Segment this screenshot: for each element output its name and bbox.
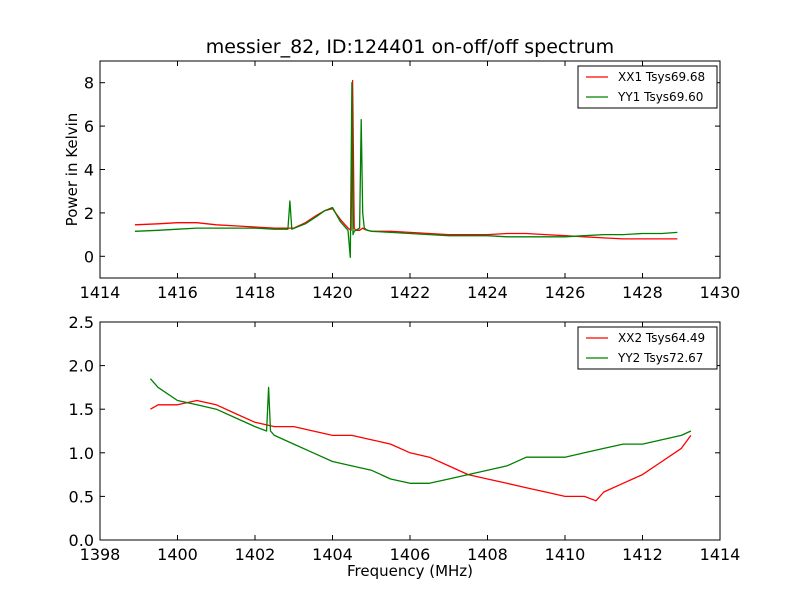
x-tick-label: 1422: [390, 283, 431, 302]
x-tick-label: 1408: [467, 545, 508, 564]
x-tick-label: 1430: [700, 283, 741, 302]
x-tick-label: 1404: [312, 545, 353, 564]
x-axis-label: Frequency (MHz): [347, 562, 473, 580]
y-axis-label: Power in Kelvin: [63, 113, 81, 227]
y-tick-label: 6: [84, 117, 94, 136]
x-tick-label: 1402: [235, 545, 276, 564]
bottom-subplot: 1398 1400 1402 1404 1406 1408 1410 1412 1414 0.0 0…: [69, 313, 741, 580]
y-tick-label: 0: [84, 247, 94, 266]
y-tick-label: 1.0: [69, 444, 94, 463]
x-tick-label: 1400: [157, 545, 198, 564]
y-tick-label: 0.0: [69, 531, 94, 550]
legend-label: YY2 Tsys72.67: [617, 351, 703, 365]
x-tick-label: 1412: [622, 545, 663, 564]
series-line-2: [134, 82, 678, 259]
x-tick-label: 1426: [545, 283, 586, 302]
x-tick-label: 1416: [157, 283, 198, 302]
x-tick-label: 1418: [235, 283, 276, 302]
x-tick-label: 1424: [467, 283, 508, 302]
legend-label: XX1 Tsys69.68: [618, 70, 705, 84]
x-tick-label: 1420: [312, 283, 353, 302]
x-tick-label: 1428: [622, 283, 663, 302]
legend-label: YY1 Tsys69.60: [617, 90, 703, 104]
x-tick-label: 1410: [545, 545, 586, 564]
legend-box: [577, 326, 718, 370]
y-tick-label: 4: [84, 161, 94, 180]
legend-label: XX2 Tsys64.49: [618, 331, 705, 345]
y-tick-label: 2.0: [69, 357, 94, 376]
top-subplot: 1414 1416 1418 1420 1422 1424 1426 1428 1430 0 2 4 6…: [63, 60, 741, 302]
x-tick-label: 1414: [80, 283, 121, 302]
y-tick-label: 0.5: [69, 487, 94, 506]
x-tick-label: 1406: [390, 545, 431, 564]
y-tick-label: 8: [84, 74, 94, 93]
series-line-2: [149, 378, 692, 484]
chart-title: messier_82, ID:124401 on-off/off spectru…: [206, 36, 614, 58]
series-line-1: [150, 399, 692, 502]
y-tick-label: 1.5: [69, 400, 94, 419]
legend-box: [577, 65, 718, 109]
series-line-1: [134, 79, 678, 240]
y-tick-label: 2: [84, 204, 94, 223]
x-tick-label: 1414: [700, 545, 741, 564]
x-tick-label: 1398: [80, 545, 121, 564]
y-tick-label: 2.5: [69, 313, 94, 332]
